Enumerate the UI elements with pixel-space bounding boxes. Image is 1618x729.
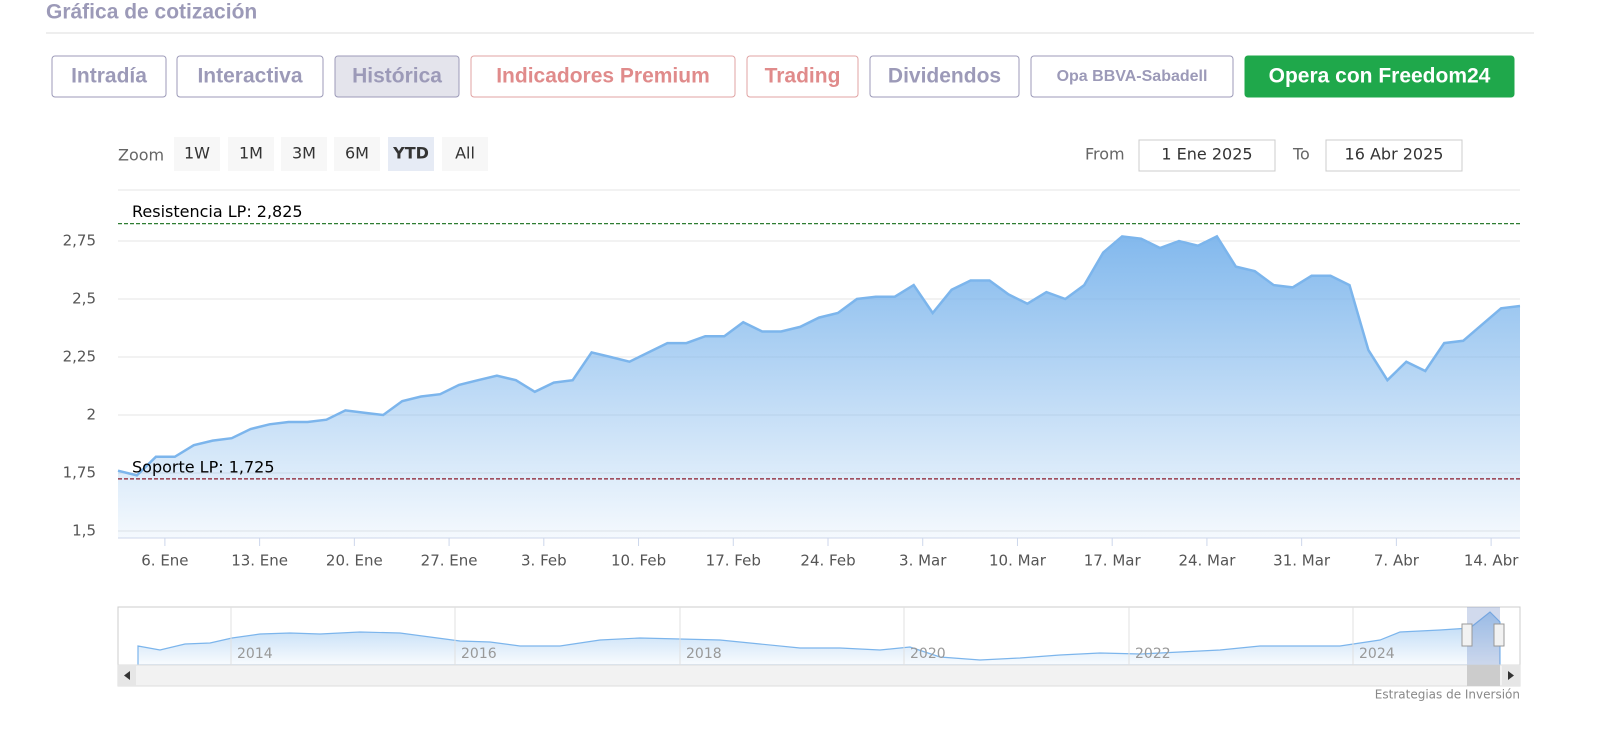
zoom-button[interactable]: 1W: [174, 137, 220, 171]
tab-box[interactable]: [51, 55, 167, 98]
price-chart: 1,5 1,75 2 2,25 2,5 2,75 Resistencia LP: 2,825…: [63, 202, 1521, 570]
tab-label[interactable]: Histórica: [352, 65, 442, 88]
tab[interactable]: Opa BBVA-Sabadell: [1030, 55, 1234, 98]
tab-box[interactable]: [746, 55, 859, 98]
area-fill: [118, 236, 1520, 538]
arrow-icon: [1508, 671, 1514, 680]
credit: Estrategias de Inversión: [1375, 688, 1520, 702]
zoom-button-box[interactable]: [174, 137, 220, 171]
x-tick-label: 20. Ene: [326, 552, 383, 570]
zoom-button-box[interactable]: [442, 137, 488, 171]
tab-box[interactable]: [334, 55, 460, 98]
x-tick-label: 13. Ene: [231, 552, 288, 570]
navigator-label: 2018: [686, 646, 722, 662]
zoom-button[interactable]: 1M: [228, 137, 274, 171]
y-tick-label: 2,25: [63, 348, 96, 366]
tab[interactable]: Dividendos: [869, 55, 1020, 98]
from-date[interactable]: 1 Ene 2025: [1161, 145, 1252, 164]
navigator: [117, 606, 1521, 687]
tab[interactable]: Indicadores Premium: [470, 55, 736, 98]
y-tick-label: 2,75: [63, 232, 96, 250]
page-title: Gráfica de cotización: [46, 1, 257, 24]
tab-box[interactable]: [470, 55, 736, 98]
navigator-label: 2024: [1359, 646, 1395, 662]
zoom-button-label[interactable]: YTD: [392, 144, 429, 163]
zoom-button[interactable]: YTD: [388, 137, 434, 171]
navigator-handle[interactable]: [1461, 623, 1473, 647]
zoom-button[interactable]: 6M: [334, 137, 380, 171]
plot-line-label: Soporte LP: 1,725: [132, 457, 275, 476]
zoom-button-label[interactable]: 1W: [184, 144, 210, 163]
zoom-button-label[interactable]: 6M: [345, 144, 369, 163]
x-tick-label: 7. Abr: [1374, 552, 1420, 570]
y-tick-label: 2: [86, 406, 96, 424]
tab-label[interactable]: Intradía: [71, 65, 147, 88]
x-tick-label: 24. Mar: [1178, 552, 1236, 570]
navigator-label: 2020: [910, 646, 946, 662]
tab[interactable]: Opera con Freedom24: [1244, 55, 1515, 98]
scrollbar-thumb[interactable]: [1467, 665, 1500, 686]
tab-box[interactable]: [1030, 55, 1234, 98]
zoom-button-box[interactable]: [228, 137, 274, 171]
zoom-button-label[interactable]: 3M: [292, 144, 316, 163]
navigator-series: [137, 611, 1501, 666]
date-input[interactable]: [1325, 139, 1463, 172]
x-tick-label: 17. Mar: [1084, 552, 1142, 570]
from-label: From: [1085, 145, 1125, 164]
tab-label[interactable]: Interactiva: [197, 65, 302, 88]
zoom-button-label[interactable]: All: [455, 144, 475, 163]
y-tick-label: 1,5: [72, 522, 96, 540]
x-tick-label: 6. Ene: [141, 552, 188, 570]
x-tick-label: 24. Feb: [800, 552, 855, 570]
to-date[interactable]: 16 Abr 2025: [1345, 145, 1444, 164]
zoom-button[interactable]: All: [442, 137, 488, 171]
x-tick-label: 10. Mar: [989, 552, 1047, 570]
tab-box[interactable]: [869, 55, 1020, 98]
y-tick-label: 1,75: [63, 464, 96, 482]
tab-label[interactable]: Opa BBVA-Sabadell: [1057, 68, 1208, 85]
zoom-button-label[interactable]: 1M: [239, 144, 263, 163]
x-tick-label: 31. Mar: [1273, 552, 1331, 570]
tab[interactable]: Trading: [746, 55, 859, 98]
date-input[interactable]: [1138, 139, 1276, 172]
tab[interactable]: Intradía: [51, 55, 167, 98]
x-tick-label: 27. Ene: [421, 552, 478, 570]
tab-box[interactable]: [176, 55, 324, 98]
tab[interactable]: Interactiva: [176, 55, 324, 98]
tab-label[interactable]: Trading: [765, 65, 841, 88]
zoom-button-box[interactable]: [388, 137, 434, 171]
x-tick-label: 10. Feb: [611, 552, 666, 570]
scrollbar-track[interactable]: [117, 664, 1521, 687]
x-tick-label: 17. Feb: [706, 552, 761, 570]
arrow-icon: [124, 671, 130, 680]
navigator-handle[interactable]: [1493, 623, 1505, 647]
zoom-button[interactable]: 3M: [281, 137, 327, 171]
tab-box[interactable]: [1244, 55, 1515, 98]
to-label: To: [1292, 145, 1310, 164]
y-tick-label: 2,5: [72, 290, 96, 308]
x-tick-label: 3. Feb: [521, 552, 567, 570]
x-tick-label: 14. Abr: [1464, 552, 1519, 570]
tab-label[interactable]: Indicadores Premium: [496, 65, 710, 88]
zoom-button-box[interactable]: [281, 137, 327, 171]
plot-line-label: Resistencia LP: 2,825: [132, 202, 303, 221]
zoom-button-box[interactable]: [334, 137, 380, 171]
zoom-label: Zoom: [118, 146, 164, 165]
tab-label[interactable]: Opera con Freedom24: [1269, 65, 1491, 88]
navigator-label: 2016: [461, 646, 497, 662]
price-line: [117, 234, 1521, 477]
x-tick-label: 3. Mar: [899, 552, 947, 570]
tab[interactable]: Histórica: [334, 55, 460, 98]
tab-label[interactable]: Dividendos: [888, 65, 1001, 88]
navigator-label: 2014: [237, 646, 273, 662]
navigator-label: 2022: [1135, 646, 1171, 662]
